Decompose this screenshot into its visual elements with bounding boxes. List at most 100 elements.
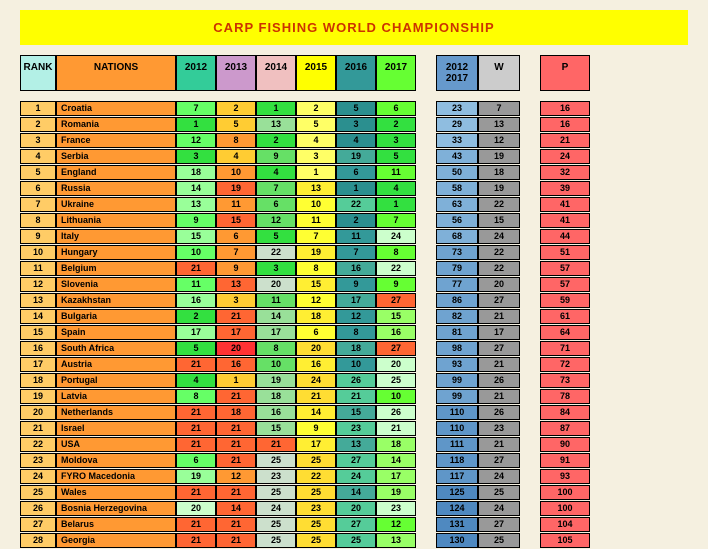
data-cell: 14 [336, 485, 376, 500]
data-cell: 21 [216, 517, 256, 532]
data-cell: 131 [436, 517, 478, 532]
data-cell: 73 [540, 373, 590, 388]
data-cell: 11 [376, 165, 416, 180]
table-row: 9Italy156571124682444 [20, 229, 688, 244]
wp-header: 2012 2017W [436, 55, 520, 91]
table-row: 24FYRO Macedonia1912232224171172493 [20, 469, 688, 484]
data-cell: 24 [478, 501, 520, 516]
data-cell: 50 [436, 165, 478, 180]
data-cell: 5 [20, 165, 56, 180]
data-cell: 25 [296, 453, 336, 468]
data-cell: 14 [176, 181, 216, 196]
table-row: 21Israel212115923211102387 [20, 421, 688, 436]
data-cell: 17 [296, 437, 336, 452]
data-cell: 24 [376, 229, 416, 244]
data-cell: 11 [296, 213, 336, 228]
data-cell: 11 [20, 261, 56, 276]
data-cell: 23 [256, 469, 296, 484]
data-cell: 21 [216, 389, 256, 404]
data-cell: 20 [478, 277, 520, 292]
data-cell: Portugal [56, 373, 176, 388]
data-cell: 3 [336, 117, 376, 132]
data-cell: 17 [20, 357, 56, 372]
data-cell: 17 [176, 325, 216, 340]
data-cell: 63 [436, 197, 478, 212]
data-rows: 1Croatia721256237162Romania1513532291316… [20, 101, 688, 549]
data-cell: 130 [436, 533, 478, 548]
data-cell: 118 [436, 453, 478, 468]
data-cell: 19 [336, 149, 376, 164]
data-cell: 13 [478, 117, 520, 132]
data-cell: 27 [376, 341, 416, 356]
data-cell: 1 [376, 197, 416, 212]
data-cell: 90 [540, 437, 590, 452]
data-cell: 57 [540, 277, 590, 292]
page-title: CARP FISHING WORLD CHAMPIONSHIP [20, 20, 688, 35]
data-cell: 23 [296, 501, 336, 516]
data-cell: 68 [436, 229, 478, 244]
data-cell: 7 [376, 213, 416, 228]
table-row: 27Belarus21212525271213127104 [20, 517, 688, 532]
data-cell: 13 [376, 533, 416, 548]
data-cell: 2 [336, 213, 376, 228]
header-cell: 2013 [216, 55, 256, 91]
data-cell: Bulgaria [56, 309, 176, 324]
data-cell: 1 [336, 181, 376, 196]
data-cell: 26 [478, 373, 520, 388]
data-cell: 21 [176, 533, 216, 548]
data-cell: FYRO Macedonia [56, 469, 176, 484]
data-cell: 2 [216, 101, 256, 116]
data-cell: 9 [216, 261, 256, 276]
table-row: 18Portugal4119242625992673 [20, 373, 688, 388]
data-cell: 21 [478, 357, 520, 372]
data-cell: 86 [436, 293, 478, 308]
data-cell: 16 [20, 341, 56, 356]
data-cell: 9 [176, 213, 216, 228]
header-cell: P [540, 55, 590, 91]
data-cell: 14 [20, 309, 56, 324]
data-cell: 18 [216, 405, 256, 420]
data-cell: 25 [296, 517, 336, 532]
data-cell: 1 [176, 117, 216, 132]
data-cell: 20 [376, 357, 416, 372]
data-cell: 15 [256, 421, 296, 436]
data-cell: 9 [376, 277, 416, 292]
data-cell: 21 [296, 389, 336, 404]
data-cell: 19 [296, 245, 336, 260]
data-cell: 124 [436, 501, 478, 516]
data-cell: 100 [540, 485, 590, 500]
data-cell: 27 [336, 517, 376, 532]
data-cell: 14 [216, 501, 256, 516]
data-cell: 6 [336, 165, 376, 180]
data-cell: 18 [296, 309, 336, 324]
data-cell: 6 [376, 101, 416, 116]
data-cell: 15 [216, 213, 256, 228]
data-cell: South Africa [56, 341, 176, 356]
data-cell: 29 [436, 117, 478, 132]
data-cell: 2 [176, 309, 216, 324]
data-cell: 7 [20, 197, 56, 212]
data-cell: 21 [216, 437, 256, 452]
data-cell: 27 [478, 453, 520, 468]
data-cell: 7 [256, 181, 296, 196]
data-cell: Israel [56, 421, 176, 436]
header-row: RANKNATIONS201220132014201520162017 2012… [20, 55, 688, 91]
data-cell: 19 [478, 149, 520, 164]
data-cell: Belarus [56, 517, 176, 532]
data-cell: 1 [20, 101, 56, 116]
table-row: 23Moldova621252527141182791 [20, 453, 688, 468]
data-cell: 22 [376, 261, 416, 276]
data-cell: 27 [478, 293, 520, 308]
data-cell: USA [56, 437, 176, 452]
data-cell: 57 [540, 261, 590, 276]
data-cell: 24 [478, 469, 520, 484]
data-cell: 4 [336, 133, 376, 148]
data-cell: 6 [176, 453, 216, 468]
data-cell: 26 [336, 373, 376, 388]
data-cell: 39 [540, 181, 590, 196]
data-cell: 10 [256, 357, 296, 372]
data-cell: 13 [20, 293, 56, 308]
data-cell: 72 [540, 357, 590, 372]
data-cell: 43 [436, 149, 478, 164]
data-cell: 20 [336, 501, 376, 516]
